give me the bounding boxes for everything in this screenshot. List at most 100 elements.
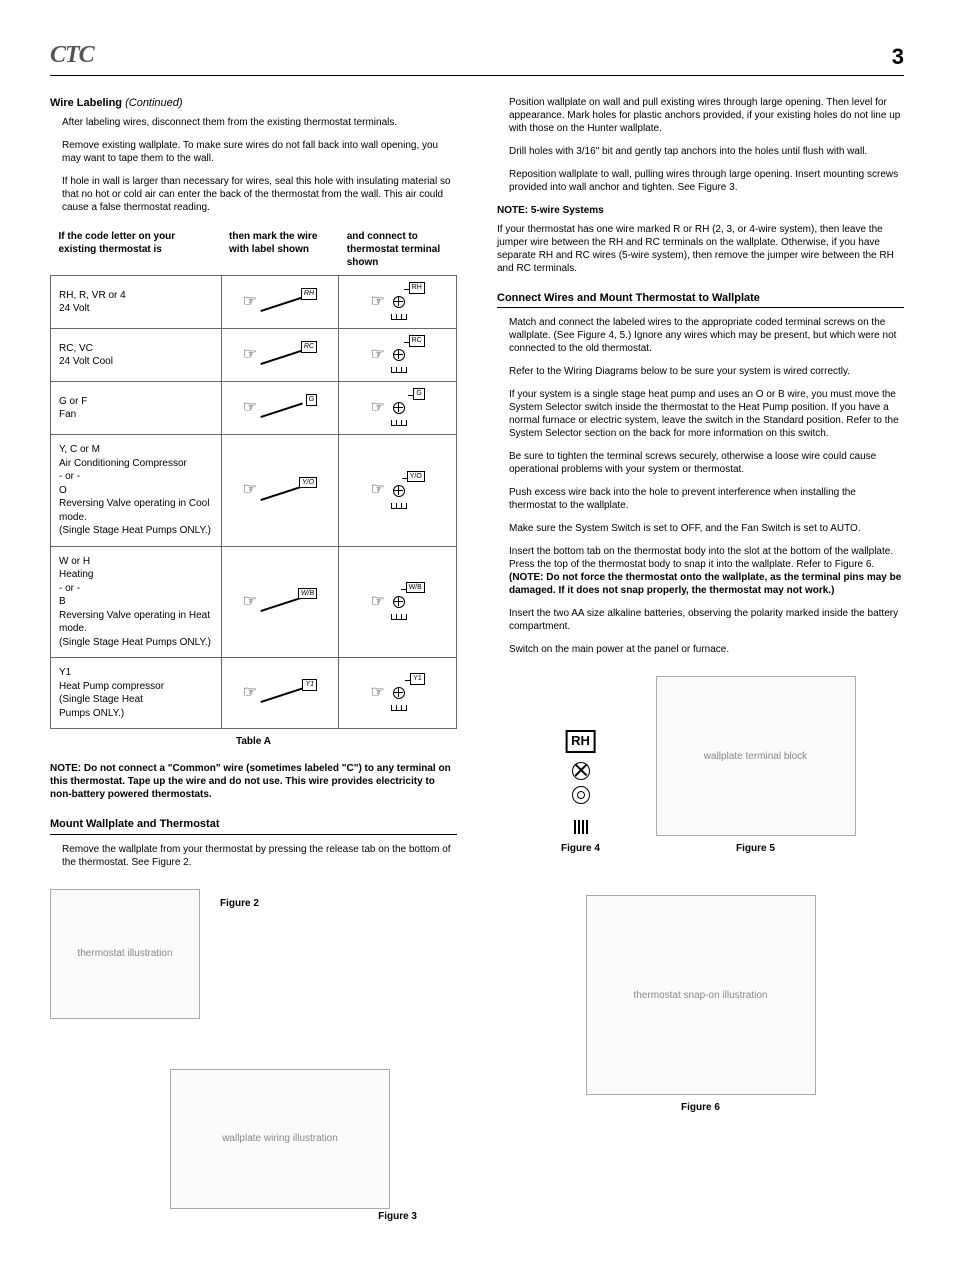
table-row: G or FFan☞G☞G <box>51 382 457 435</box>
pointer-icon: ☞ <box>370 345 384 366</box>
pointer-icon: ☞ <box>370 398 384 419</box>
right-column: Position wallplate on wall and pull exis… <box>497 96 904 1229</box>
table-caption: Table A <box>50 735 457 748</box>
terminal-icon: G <box>391 390 425 426</box>
figure-5-col: wallplate terminal block Figure 5 <box>656 676 856 855</box>
page-number: 3 <box>892 43 904 72</box>
figure-6-label: Figure 6 <box>497 1101 904 1114</box>
th-terminal: and connect to thermostat terminal shown <box>339 224 457 276</box>
c-p7: Insert the bottom tab on the thermostat … <box>509 545 904 597</box>
cell-marker: ☞RH <box>221 276 339 329</box>
figure-2-area: thermostat illustration Figure 2 <box>50 879 457 1059</box>
r-p2: Drill holes with 3/16" bit and gently ta… <box>509 145 904 158</box>
wire-flag-icon: Y/O <box>261 477 317 505</box>
cell-marker: ☞W/B <box>221 546 339 658</box>
mount-p1: Remove the wallplate from your thermosta… <box>62 843 457 869</box>
c-p6: Make sure the System Switch is set to OF… <box>509 522 904 535</box>
figure-5-image: wallplate terminal block <box>656 676 856 836</box>
pointer-icon: ☞ <box>243 683 257 704</box>
terminal-icon: RH <box>391 284 425 320</box>
c-p2: Refer to the Wiring Diagrams below to be… <box>509 365 904 378</box>
figure-5-label: Figure 5 <box>656 842 856 855</box>
pointer-icon: ☞ <box>243 480 257 501</box>
figure-2-image: thermostat illustration <box>50 889 200 1019</box>
table-row: Y, C or MAir Conditioning Compressor- or… <box>51 435 457 547</box>
table-row: RH, R, VR or 424 Volt☞RH☞RH <box>51 276 457 329</box>
pointer-icon: ☞ <box>370 292 384 313</box>
table-row: RC, VC24 Volt Cool☞RC☞RC <box>51 329 457 382</box>
cell-description: G or FFan <box>51 382 222 435</box>
table-row: Y1Heat Pump compressor(Single Stage Heat… <box>51 658 457 729</box>
c-p8: Insert the two AA size alkaline batterie… <box>509 607 904 633</box>
c-p7a: Insert the bottom tab on the thermostat … <box>509 546 893 570</box>
figures-4-5-row: RH Figure 4 wallplate terminal block Fig… <box>497 676 904 855</box>
wire-flag-icon: W/B <box>261 588 317 616</box>
wire-flag-icon: RC <box>261 341 317 369</box>
r-p3: Reposition wallplate to wall, pulling wi… <box>509 168 904 194</box>
wire-table: If the code letter on your existing ther… <box>50 224 457 729</box>
note-common-wire: NOTE: Do not connect a "Common" wire (so… <box>50 762 457 801</box>
pointer-icon: ☞ <box>370 683 384 704</box>
cell-marker: ☞RC <box>221 329 339 382</box>
wire-flag-icon: Y1 <box>261 679 317 707</box>
page-header: CTC 3 <box>50 40 904 76</box>
title-text: Wire Labeling <box>50 97 122 109</box>
cell-terminal: ☞ W/B <box>339 546 457 658</box>
c-p4: Be sure to tighten the terminal screws s… <box>509 450 904 476</box>
figure-4-col: RH Figure 4 <box>546 726 616 855</box>
terminal-icon: Y/O <box>391 473 425 509</box>
note-5wire-heading: NOTE: 5-wire Systems <box>497 204 904 217</box>
figure-3-area: wallplate wiring illustration Figure 3 <box>50 1069 457 1229</box>
pointer-icon: ☞ <box>370 480 384 501</box>
figure-6-image: thermostat snap-on illustration <box>586 895 816 1095</box>
cell-marker: ☞Y/O <box>221 435 339 547</box>
th-code: If the code letter on your existing ther… <box>51 224 222 276</box>
cell-description: W or HHeating- or -BReversing Valve oper… <box>51 546 222 658</box>
cell-description: RC, VC24 Volt Cool <box>51 329 222 382</box>
r-p1: Position wallplate on wall and pull exis… <box>509 96 904 135</box>
figure-4-label: Figure 4 <box>546 842 616 855</box>
terminal-icon: W/B <box>391 584 425 620</box>
cell-terminal: ☞ Y/O <box>339 435 457 547</box>
terminal-icon: Y1 <box>391 675 425 711</box>
cell-description: Y, C or MAir Conditioning Compressor- or… <box>51 435 222 547</box>
content-columns: Wire Labeling (Continued) After labeling… <box>50 96 904 1229</box>
wire-labeling-title: Wire Labeling (Continued) <box>50 96 457 110</box>
c-p5: Push excess wire back into the hole to p… <box>509 486 904 512</box>
cell-marker: ☞G <box>221 382 339 435</box>
pointer-icon: ☞ <box>243 398 257 419</box>
cell-marker: ☞Y1 <box>221 658 339 729</box>
c-p9: Switch on the main power at the panel or… <box>509 643 904 656</box>
figure-3-label: Figure 3 <box>378 1210 417 1223</box>
cell-terminal: ☞G <box>339 382 457 435</box>
wl-p1: After labeling wires, disconnect them fr… <box>62 116 457 129</box>
figure-4-image: RH <box>546 726 616 836</box>
c-p1: Match and connect the labeled wires to t… <box>509 316 904 355</box>
cell-description: RH, R, VR or 424 Volt <box>51 276 222 329</box>
wire-flag-icon: G <box>261 394 317 422</box>
figure-3-image: wallplate wiring illustration <box>170 1069 390 1209</box>
figure-2-label: Figure 2 <box>220 897 259 910</box>
terminal-icon: RC <box>391 337 425 373</box>
cell-terminal: ☞ Y1 <box>339 658 457 729</box>
cell-description: Y1Heat Pump compressor(Single Stage Heat… <box>51 658 222 729</box>
pointer-icon: ☞ <box>370 592 384 613</box>
pointer-icon: ☞ <box>243 292 257 313</box>
title-continued: (Continued) <box>125 97 182 109</box>
terminal-screw-o-icon <box>572 786 590 804</box>
figure-4-tag: RH <box>565 730 596 753</box>
wire-flag-icon: RH <box>261 288 317 316</box>
pointer-icon: ☞ <box>243 592 257 613</box>
left-column: Wire Labeling (Continued) After labeling… <box>50 96 457 1229</box>
cell-terminal: ☞ RH <box>339 276 457 329</box>
wl-p2: Remove existing wallplate. To make sure … <box>62 139 457 165</box>
logo: CTC <box>50 40 94 71</box>
mount-heading: Mount Wallplate and Thermostat <box>50 817 457 834</box>
c-p3: If your system is a single stage heat pu… <box>509 388 904 440</box>
wl-p3: If hole in wall is larger than necessary… <box>62 175 457 214</box>
terminal-screw-x-icon <box>572 762 590 780</box>
pointer-icon: ☞ <box>243 345 257 366</box>
note-5wire-body: If your thermostat has one wire marked R… <box>497 223 904 275</box>
cell-terminal: ☞ RC <box>339 329 457 382</box>
figure-6-area: thermostat snap-on illustration Figure 6 <box>497 895 904 1114</box>
